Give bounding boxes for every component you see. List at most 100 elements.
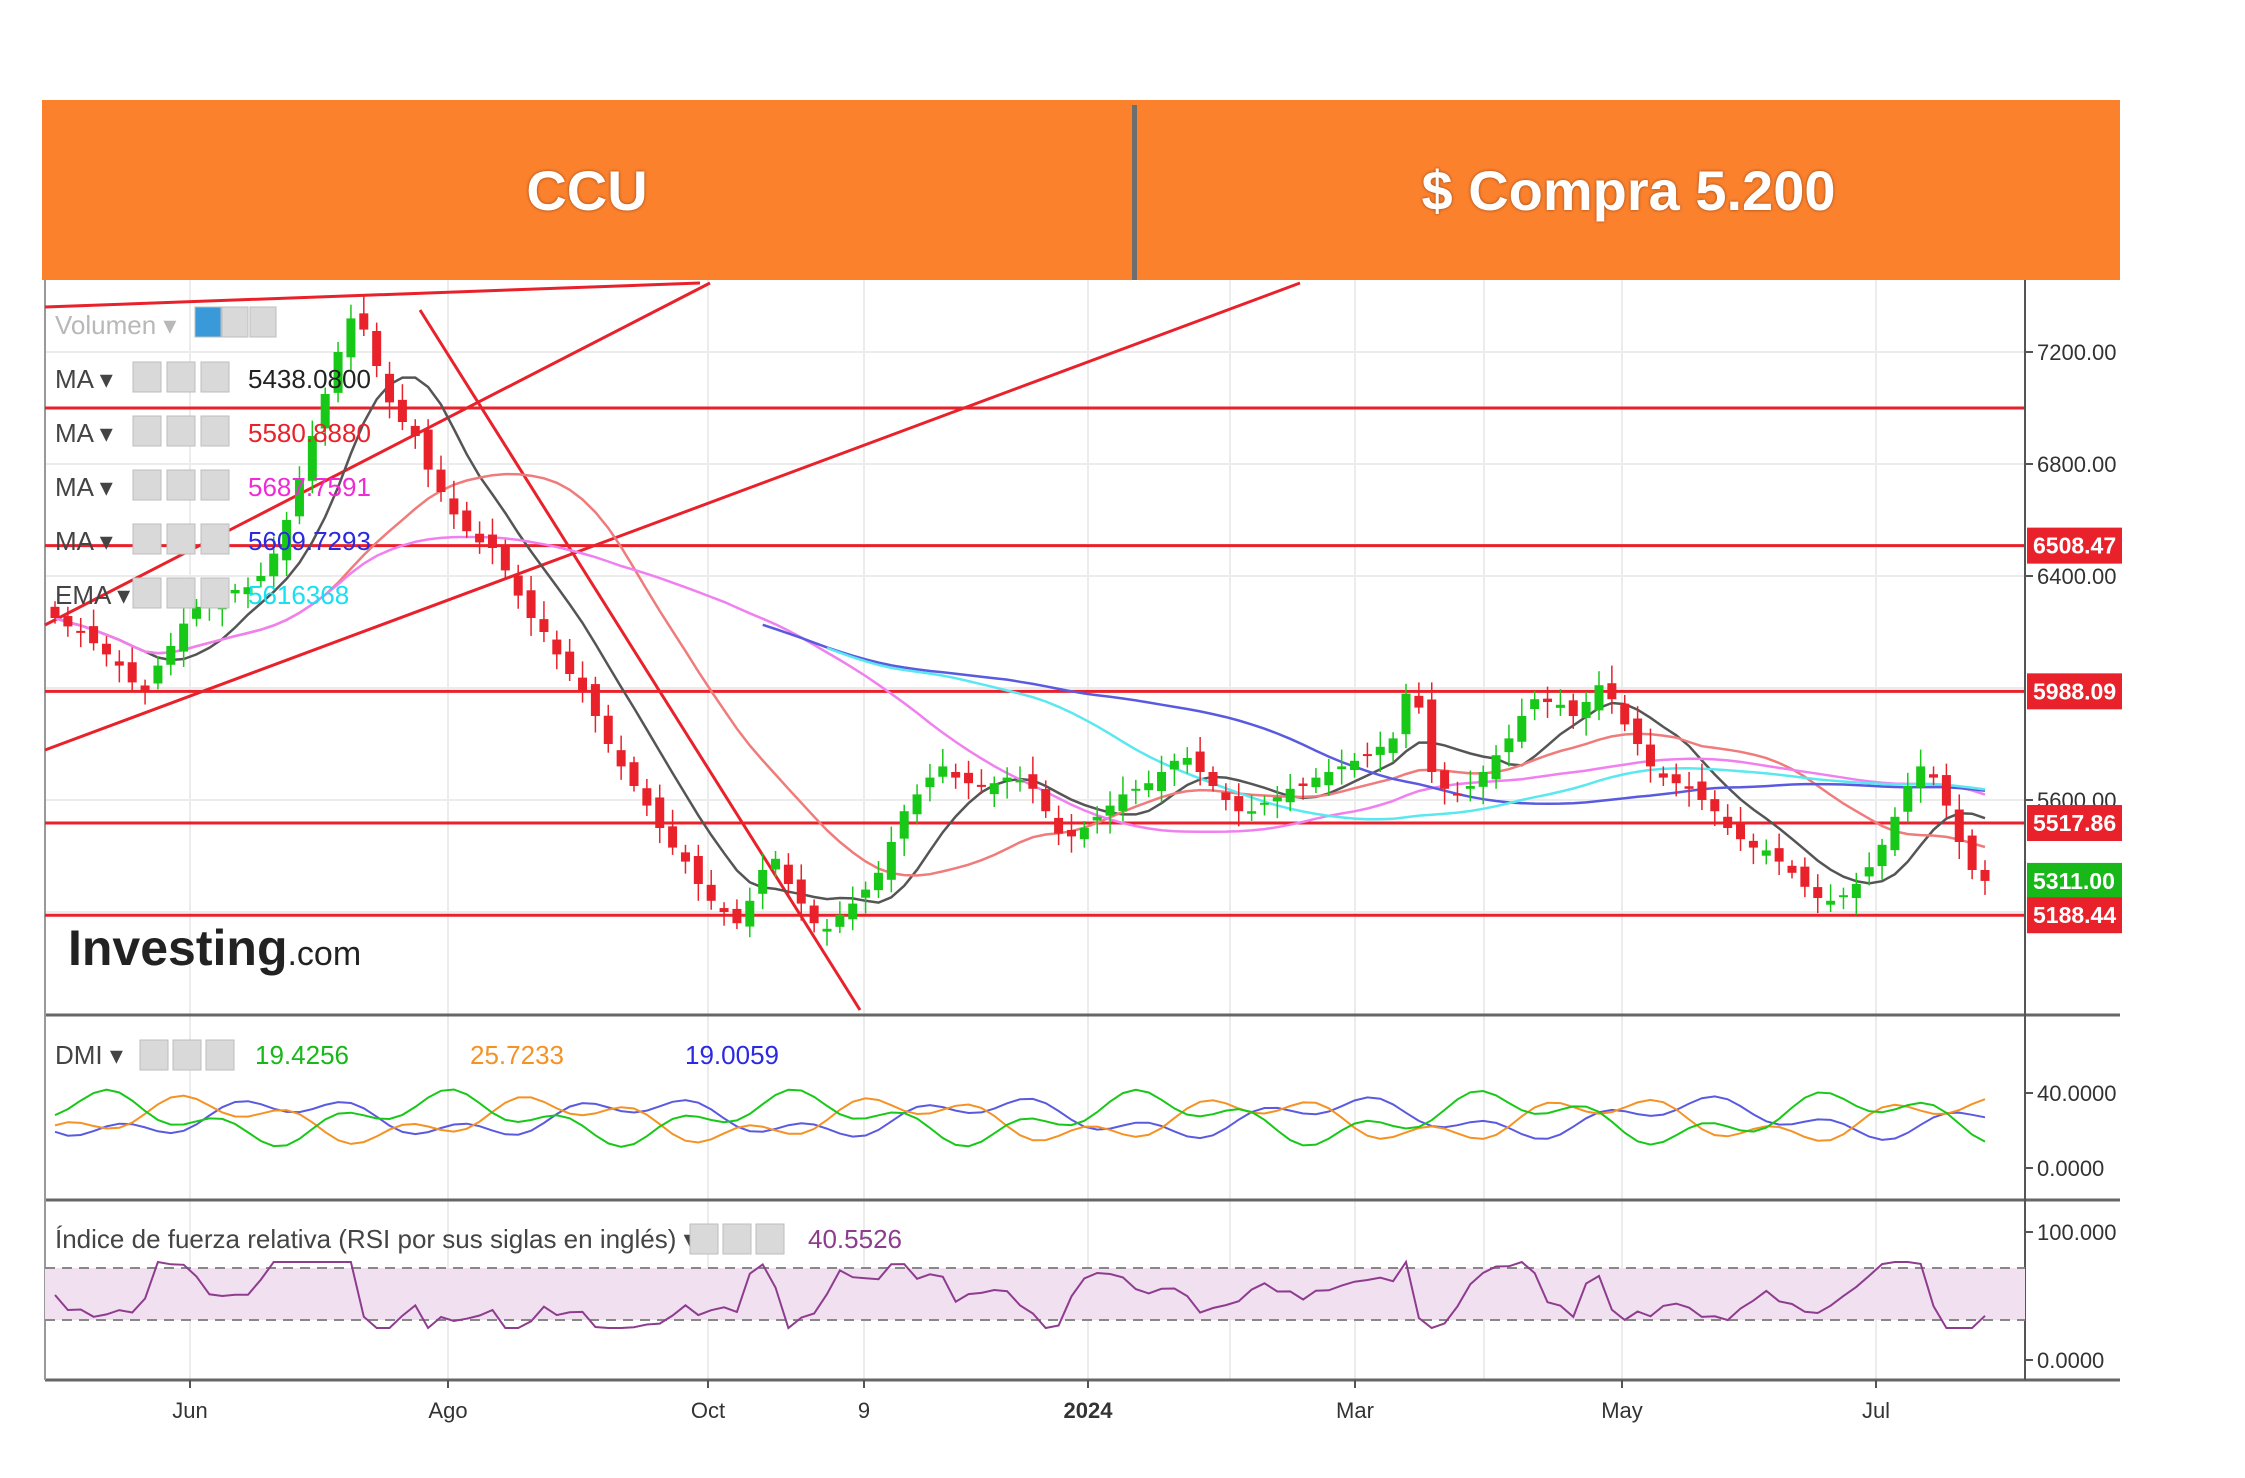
candle-body [603, 715, 613, 744]
candle-body [1285, 788, 1295, 803]
candle-body [1401, 693, 1411, 735]
candle-body [861, 889, 871, 898]
candle-body [848, 903, 858, 920]
candle-body [1041, 789, 1051, 812]
legend-button [132, 577, 162, 609]
x-tick-label: Ago [428, 1398, 467, 1423]
candle-body [1864, 867, 1874, 877]
candle-body [526, 590, 536, 618]
candle-body [397, 399, 407, 422]
candle-body [706, 884, 716, 901]
ticker-title: CCU [526, 158, 648, 222]
trendline [44, 281, 711, 627]
candle-body [1247, 811, 1257, 814]
legend-button [722, 1223, 752, 1255]
title-banner: CCU $ Compra 5.200 [42, 100, 2120, 280]
price-label-text: 5517.86 [2033, 810, 2116, 836]
candle-body [1118, 794, 1128, 811]
candle-body [1555, 704, 1565, 708]
ma-value: 5609.7293 [248, 526, 371, 556]
candle-body [629, 762, 639, 786]
candle-body [1916, 766, 1926, 788]
candle-body [590, 684, 600, 716]
legend-button [755, 1223, 785, 1255]
candle-body [1066, 829, 1076, 837]
candle-body [1941, 775, 1951, 806]
candle-body [1774, 848, 1784, 862]
candle-body [989, 783, 999, 795]
candle-body [693, 856, 703, 884]
candle-body [1736, 823, 1746, 840]
candle-body [475, 533, 485, 543]
dmi-tick-label: 40.0000 [2037, 1081, 2117, 1106]
candle-body [1723, 816, 1733, 828]
candle-body [680, 852, 690, 862]
legend-button [200, 577, 230, 609]
candle-body [1478, 772, 1488, 787]
ma-value: 5438.0800 [248, 364, 371, 394]
moving-average-line [762, 623, 1986, 805]
candle-body [513, 575, 523, 596]
price-tick-label: 6400.00 [2037, 564, 2117, 589]
ma-value: 5580.8880 [248, 418, 371, 448]
candle-body [462, 510, 472, 532]
volume-label: Volumen ▾ [55, 310, 176, 340]
candle-body [1838, 895, 1848, 898]
legend-button [166, 415, 196, 447]
legend-button [172, 1039, 202, 1071]
rsi-label: Índice de fuerza relativa (RSI por sus s… [55, 1224, 697, 1254]
candle-body [1929, 774, 1939, 778]
candle-body [230, 590, 240, 594]
candle-body [1645, 744, 1655, 767]
candle-body [1568, 700, 1578, 716]
candle-body [1157, 772, 1167, 792]
price-label-text: 6508.47 [2033, 533, 2116, 559]
dmi-value: 25.7233 [470, 1040, 564, 1070]
candle-body [1054, 817, 1064, 834]
candle-body [1362, 754, 1372, 757]
x-tick-label: May [1601, 1398, 1643, 1423]
dmi-line-adx [54, 1095, 1986, 1141]
candle-body [1182, 758, 1192, 765]
candle-body [1015, 780, 1025, 783]
price-label-box [2027, 804, 2122, 841]
candle-body [1710, 799, 1720, 812]
candle-body [1427, 699, 1437, 772]
candle-body [886, 842, 896, 880]
action-title: $ Compra 5.200 [1421, 158, 1836, 222]
trendline [44, 281, 701, 309]
candle-body [320, 394, 330, 429]
rsi-value: 40.5526 [808, 1224, 902, 1254]
moving-average-line [826, 646, 1986, 821]
candle-body [192, 606, 202, 619]
candle-body [1491, 755, 1501, 780]
candle-body [153, 665, 163, 684]
candle-body [1954, 809, 1964, 842]
rsi-tick-label: 0.0000 [2037, 1348, 2104, 1373]
candle-body [1581, 702, 1591, 718]
candle-body [1028, 774, 1038, 789]
candle-body [1671, 774, 1681, 784]
price-tick-label: 7200.00 [2037, 340, 2117, 365]
candle-body [655, 797, 665, 828]
candle-body [487, 534, 497, 548]
candle-body [1813, 887, 1823, 898]
candle-body [256, 576, 266, 582]
candle-body [873, 872, 883, 891]
candle-body [1234, 796, 1244, 812]
candle-body [1504, 738, 1514, 753]
trendline [418, 309, 862, 1011]
candle-body [1851, 884, 1861, 898]
candle-body [912, 794, 922, 815]
x-tick-label: Mar [1336, 1398, 1374, 1423]
price-label-box [2027, 673, 2122, 710]
price-label-box [2027, 862, 2122, 899]
candle-body [1169, 760, 1179, 770]
ma-label: MA ▾ [55, 418, 113, 448]
legend-button [166, 523, 196, 555]
legend-button [132, 415, 162, 447]
candle-body [1787, 865, 1797, 873]
legend-button [200, 523, 230, 555]
candle-body [796, 879, 806, 904]
candle-body [1375, 746, 1385, 755]
